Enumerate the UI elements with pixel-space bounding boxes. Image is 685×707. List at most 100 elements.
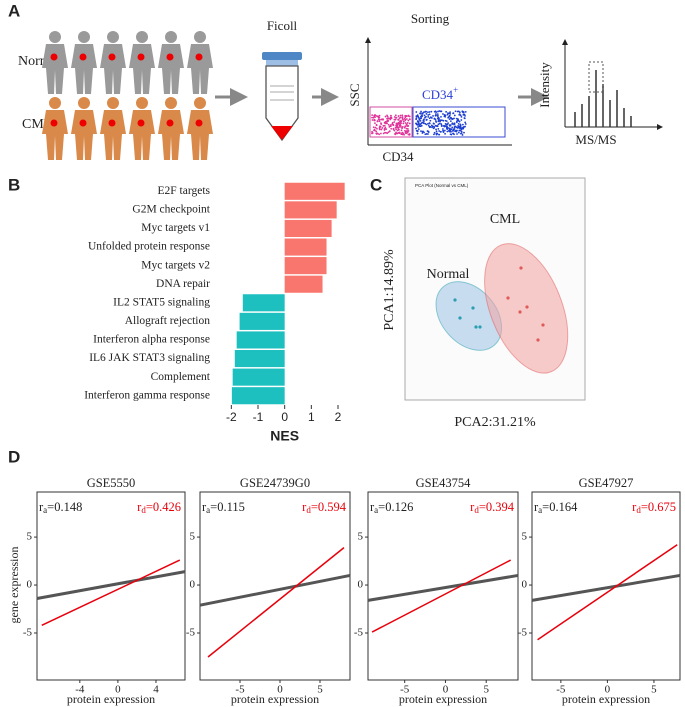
facs-event xyxy=(427,124,430,127)
facs-event xyxy=(380,132,382,135)
facs-event xyxy=(371,130,373,133)
facs-event xyxy=(418,124,421,127)
value: =0.164 xyxy=(542,500,578,514)
facs-event xyxy=(437,118,440,121)
facs-event xyxy=(442,124,445,127)
facs-event xyxy=(384,115,387,118)
facs-event xyxy=(451,122,454,125)
facs-event xyxy=(436,125,439,127)
facs-event xyxy=(401,116,404,118)
facs-event xyxy=(394,133,397,136)
facs-event xyxy=(427,114,430,116)
facs-event xyxy=(447,116,450,119)
facs-event xyxy=(453,122,456,125)
facs-event xyxy=(448,114,451,117)
facs-event xyxy=(453,125,456,128)
facs-event xyxy=(400,129,403,132)
category-label: Unfolded protein response xyxy=(88,241,210,253)
facs-event xyxy=(407,115,410,118)
facs-event xyxy=(425,112,428,115)
facs-event xyxy=(400,126,402,128)
y-tick-label: -5 xyxy=(186,627,196,639)
person-head xyxy=(107,97,119,109)
facs-event xyxy=(400,133,403,136)
facs-event xyxy=(393,129,396,132)
facs-event xyxy=(371,119,374,121)
person-body xyxy=(71,110,97,160)
facs-event xyxy=(464,123,467,125)
facs-event xyxy=(416,132,419,135)
bar xyxy=(232,368,285,386)
facs-event xyxy=(398,132,401,135)
facs-event xyxy=(457,123,460,125)
y-tick-label: 0 xyxy=(522,579,528,591)
facs-event xyxy=(460,115,463,118)
category-label: Myc targets v2 xyxy=(141,259,210,271)
regression-line xyxy=(41,559,181,627)
point xyxy=(525,305,529,309)
gate-name: CD34 xyxy=(422,87,454,102)
category-label: Allograft rejection xyxy=(125,315,211,327)
facs-event xyxy=(458,120,461,123)
facs-event xyxy=(462,111,465,113)
facs-event xyxy=(389,123,392,126)
facs-event xyxy=(398,117,401,119)
correlation-label: rd=0.394 xyxy=(470,500,515,515)
facs-event xyxy=(439,130,442,133)
person-head xyxy=(107,31,119,43)
facs-event xyxy=(415,127,417,130)
axis-title: protein expression xyxy=(231,692,319,706)
x-tick-label: -5 xyxy=(400,684,410,696)
facs-event xyxy=(378,120,381,123)
facs-event xyxy=(427,133,429,135)
facs-event xyxy=(442,128,444,130)
facs-event xyxy=(436,113,439,116)
ms-spectrum xyxy=(562,39,663,130)
facs-event xyxy=(424,122,427,125)
facs-event xyxy=(384,120,387,123)
facs-event xyxy=(394,114,397,117)
facs-event xyxy=(435,113,437,115)
facs-event xyxy=(446,113,449,116)
facs-event xyxy=(448,118,451,121)
x-tick-label: 1 xyxy=(308,410,315,424)
subscript: d xyxy=(474,505,479,515)
subscript: a xyxy=(43,505,47,515)
bar xyxy=(284,182,345,200)
y-tick-label: 0 xyxy=(358,579,364,591)
facs-event xyxy=(457,131,460,134)
regression-line xyxy=(199,573,351,607)
person-body xyxy=(187,44,213,94)
facs-event xyxy=(464,121,467,124)
x-tick-label: -2 xyxy=(226,410,237,424)
axis-title: PCA2:31.21% xyxy=(454,415,536,430)
facs-event xyxy=(457,118,459,121)
facs-event xyxy=(373,128,376,131)
facs-event xyxy=(427,115,430,118)
facs-event xyxy=(386,120,389,123)
value: =0.426 xyxy=(146,500,181,514)
facs-event xyxy=(382,132,385,135)
point xyxy=(478,325,482,329)
facs-event xyxy=(374,119,376,122)
facs-event xyxy=(451,126,454,129)
facs-event xyxy=(458,113,461,116)
facs-event xyxy=(452,112,454,115)
facs-event xyxy=(420,114,423,117)
axis-label: MS/MS xyxy=(575,132,616,147)
category-label: Complement xyxy=(151,371,211,383)
person-body xyxy=(42,44,68,94)
subscript: d xyxy=(636,505,641,515)
facs-event xyxy=(425,110,427,113)
regression-line xyxy=(537,544,678,641)
facs-event xyxy=(375,133,378,135)
facs-event xyxy=(449,128,452,130)
facs-event xyxy=(432,122,435,125)
axis-title: protein expression xyxy=(399,692,487,706)
facs-event xyxy=(451,118,454,120)
facs-event xyxy=(447,122,449,124)
y-tick-label: -5 xyxy=(354,627,364,639)
facs-event xyxy=(455,130,458,133)
facs-event xyxy=(418,118,421,121)
facs-event xyxy=(462,113,465,116)
